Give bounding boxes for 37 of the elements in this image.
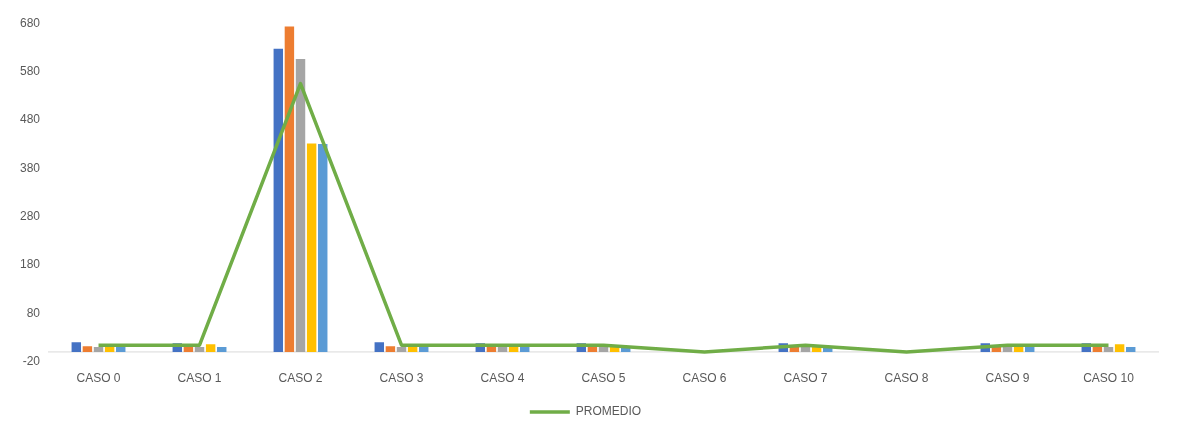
bar	[273, 48, 284, 352]
x-tick-label: CASO 6	[682, 371, 727, 386]
bar	[295, 58, 306, 352]
bar	[1126, 347, 1136, 352]
x-tick-label: CASO 3	[379, 371, 424, 386]
bar	[396, 347, 407, 352]
bar	[194, 347, 205, 352]
x-tick-label: CASO 9	[985, 371, 1030, 386]
y-tick-label: -20	[22, 353, 41, 368]
bar	[374, 342, 385, 352]
legend-label: PROMEDIO	[575, 404, 642, 419]
bar	[284, 26, 295, 352]
x-tick-label: CASO 4	[480, 371, 525, 386]
bar	[71, 342, 82, 352]
y-tick-label: 480	[19, 112, 41, 127]
bar	[1114, 344, 1125, 352]
y-tick-label: 580	[19, 63, 41, 78]
bar	[318, 144, 328, 352]
x-tick-label: CASO 1	[177, 371, 222, 386]
x-tick-label: CASO 8	[884, 371, 929, 386]
x-tick-label: CASO 7	[783, 371, 828, 386]
bar	[306, 143, 317, 352]
bar	[217, 347, 227, 352]
y-tick-label: 280	[19, 208, 41, 223]
x-tick-label: CASO 5	[581, 371, 626, 386]
bar	[1103, 347, 1114, 352]
y-tick-label: 180	[19, 257, 41, 272]
x-tick-label: CASO 10	[1083, 371, 1135, 386]
x-tick-label: CASO 2	[278, 371, 323, 386]
bar	[205, 344, 216, 352]
y-tick-label: 680	[19, 15, 41, 30]
y-tick-label: 80	[26, 305, 41, 320]
bar	[93, 347, 104, 352]
x-tick-label: CASO 0	[76, 371, 121, 386]
bar	[385, 346, 396, 352]
y-tick-label: 380	[19, 160, 41, 175]
bar	[82, 346, 93, 352]
